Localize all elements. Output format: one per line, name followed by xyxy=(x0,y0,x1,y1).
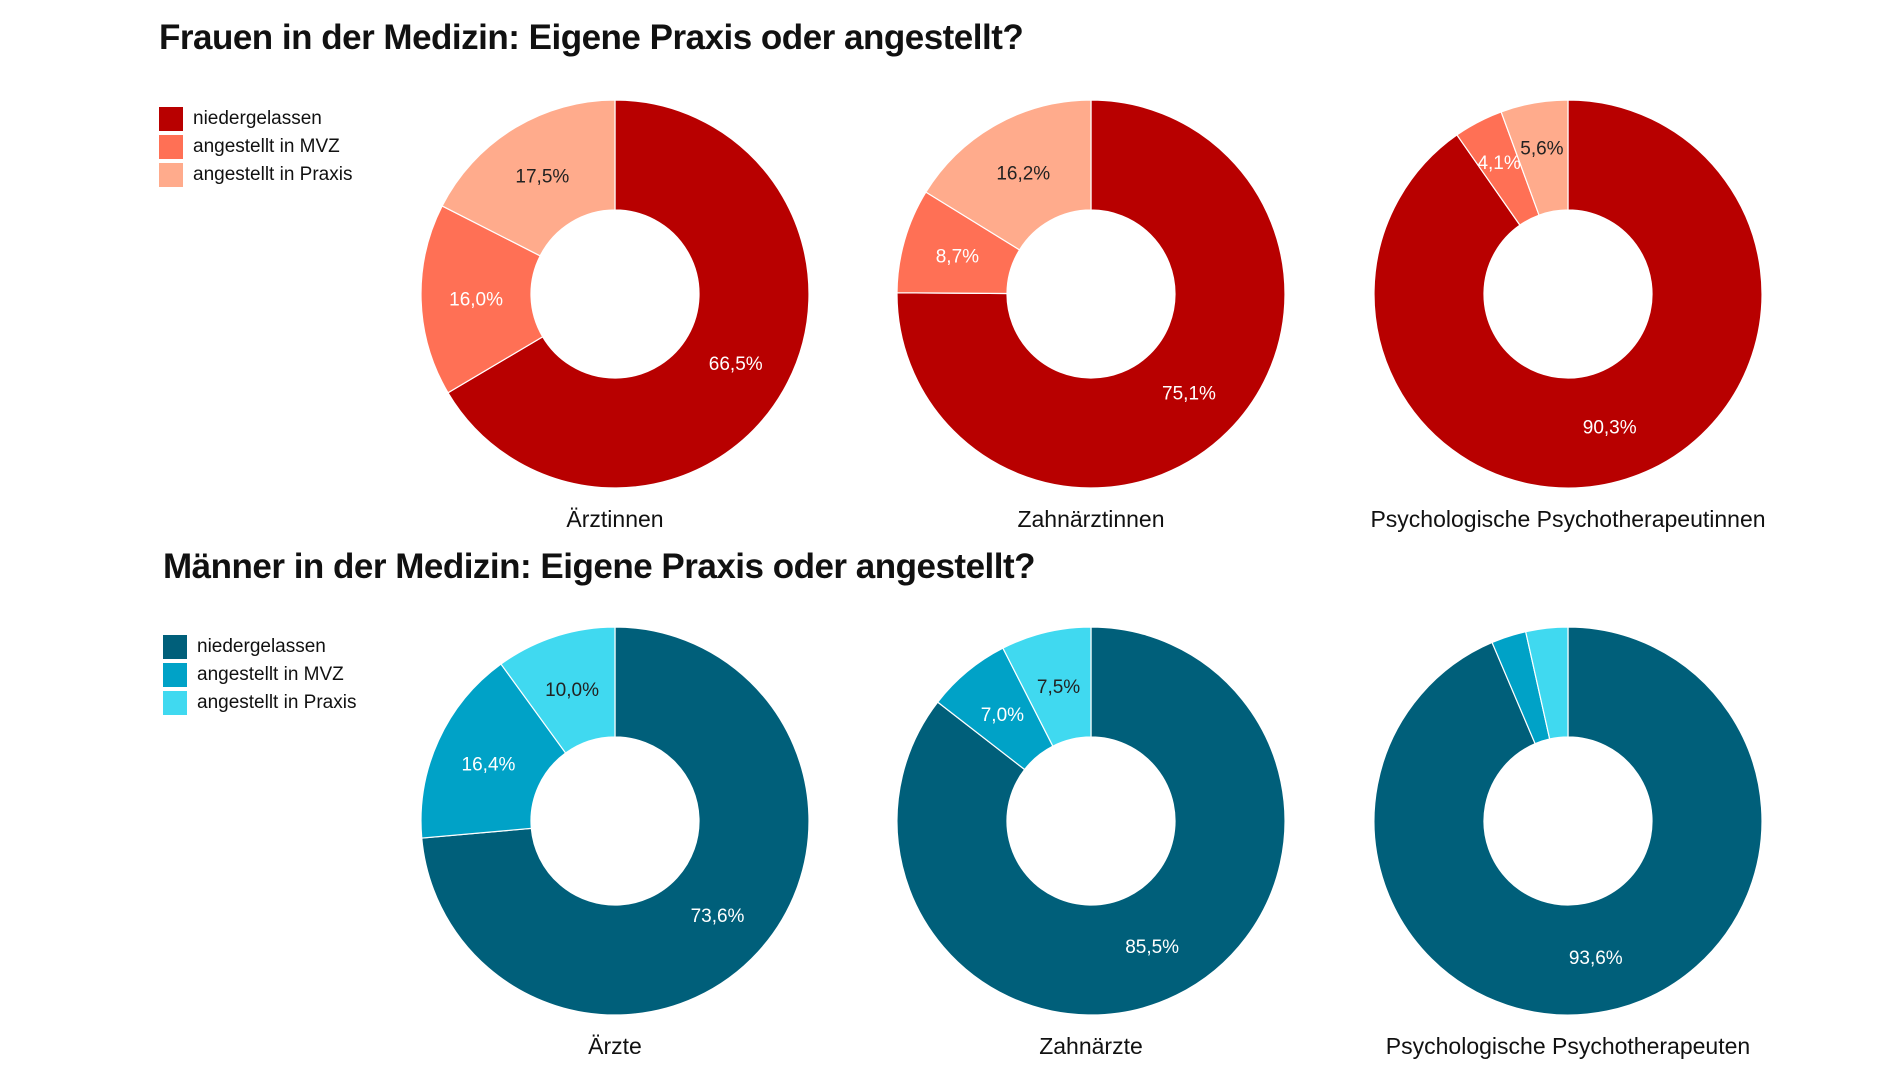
slice-value-label: 66,5% xyxy=(709,354,763,375)
men-legend: niedergelassen angestellt in MVZ angeste… xyxy=(163,633,356,717)
legend-label: angestellt in Praxis xyxy=(197,692,357,713)
donut-slice xyxy=(1373,99,1763,489)
legend-item: angestellt in MVZ xyxy=(159,133,352,161)
legend-swatch xyxy=(159,135,183,159)
donut-category-label: Ärztinnen xyxy=(566,506,663,532)
legend-item: angestellt in MVZ xyxy=(163,661,356,689)
slice-value-label: 73,6% xyxy=(691,906,745,927)
legend-label: niedergelassen xyxy=(193,108,322,129)
slice-value-label: 90,3% xyxy=(1583,418,1637,439)
men-chart-title: Männer in der Medizin: Eigene Praxis ode… xyxy=(163,547,1036,586)
donut-slice xyxy=(1002,626,1092,747)
slice-value-label: 10,0% xyxy=(545,680,599,701)
women-chart-title: Frauen in der Medizin: Eigene Praxis ode… xyxy=(159,18,1024,57)
legend-swatch xyxy=(163,635,187,659)
legend-item: niedergelassen xyxy=(163,633,356,661)
slice-value-label: 16,4% xyxy=(462,754,516,775)
slice-value-label: 7,0% xyxy=(981,705,1024,726)
slice-value-label: 8,7% xyxy=(936,247,979,268)
slice-value-label: 85,5% xyxy=(1125,937,1179,958)
donut-slice xyxy=(441,99,616,257)
donut-category-label: Psychologische Psychotherapeutinnen xyxy=(1370,506,1765,532)
legend-label: niedergelassen xyxy=(197,636,326,657)
legend-swatch xyxy=(163,691,187,715)
slice-value-label: 16,2% xyxy=(996,164,1050,185)
donut-slice xyxy=(447,99,810,489)
donut-slice xyxy=(1373,626,1763,1016)
donut-slice xyxy=(1524,626,1569,740)
donut-slice xyxy=(421,626,810,1016)
donut-slice xyxy=(896,99,1286,489)
legend-swatch xyxy=(163,663,187,687)
slice-value-label: 17,5% xyxy=(515,166,569,187)
donut-slice xyxy=(925,99,1092,251)
slice-value-label: 7,5% xyxy=(1037,677,1080,698)
women-legend: niedergelassen angestellt in MVZ angeste… xyxy=(159,105,352,189)
donut-slice xyxy=(420,663,567,839)
legend-item: niedergelassen xyxy=(159,105,352,133)
legend-swatch xyxy=(159,163,183,187)
donut-category-label: Zahnärzte xyxy=(1039,1033,1143,1059)
slice-value-label: 4,1% xyxy=(1477,153,1520,174)
legend-label: angestellt in Praxis xyxy=(193,164,353,185)
donut-slice xyxy=(500,626,616,754)
slice-value-label: 5,6% xyxy=(1520,138,1563,159)
legend-label: angestellt in MVZ xyxy=(197,664,344,685)
donut-slice xyxy=(896,626,1286,1016)
donut-category-label: Ärzte xyxy=(588,1033,642,1059)
donut-category-label: Psychologische Psychotherapeuten xyxy=(1386,1033,1750,1059)
donut-category-label: Zahnärztinnen xyxy=(1017,506,1164,532)
legend-label: angestellt in MVZ xyxy=(193,136,340,157)
donut-slice xyxy=(420,205,544,394)
slice-value-label: 75,1% xyxy=(1162,384,1216,405)
slice-value-label: 16,0% xyxy=(449,289,503,310)
legend-item: angestellt in Praxis xyxy=(163,689,356,717)
donut-slice xyxy=(1500,99,1569,216)
legend-swatch xyxy=(159,107,183,131)
slice-value-label: 93,6% xyxy=(1569,948,1623,969)
legend-item: angestellt in Praxis xyxy=(159,161,352,189)
